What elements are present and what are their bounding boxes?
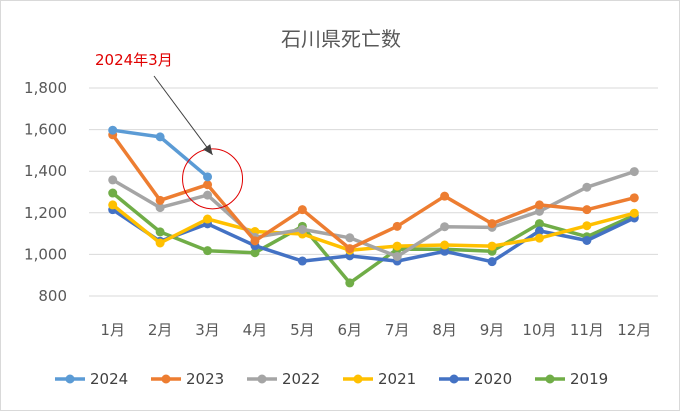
data-point [203,172,213,182]
data-point [582,205,592,215]
legend-label: 2020 [474,370,512,388]
data-point [297,224,307,234]
data-point [108,125,118,135]
data-point [629,193,639,203]
legend-item-2021: 2021 [343,370,416,388]
data-point [108,175,118,185]
legend-item-2022: 2022 [247,370,320,388]
series-line [110,191,637,285]
data-point [534,233,544,243]
legend-label: 2024 [90,370,128,388]
data-point [250,236,260,246]
data-point [440,246,450,256]
data-point [297,205,307,215]
x-axis: 1月 2月 3月 4月 5月 6月 7月 8月 9月 10月 11月 12月 [100,321,651,339]
x-tick-label: 7月 [385,321,410,339]
y-tick-label: 1,800 [24,79,67,97]
data-point [250,248,260,258]
data-point [440,191,450,201]
y-tick-label: 1,400 [24,162,67,180]
data-point [392,251,402,261]
x-tick-label: 3月 [195,321,220,339]
series-line [110,207,637,264]
x-tick-label: 4月 [243,321,268,339]
data-point [440,240,450,250]
data-point [487,257,497,267]
data-point [582,182,592,192]
data-point [487,241,497,251]
data-point [345,233,355,243]
data-point [440,222,450,232]
legend-item-2024: 2024 [55,370,128,388]
annotation: 2024年3月 [95,51,244,210]
legend-item-2019: 2019 [535,370,608,388]
legend-marker [545,374,555,384]
data-point [155,203,165,213]
series-line [110,133,637,251]
annotation-arrow-line [153,75,213,156]
data-point [629,208,639,218]
series-2024 [108,125,213,182]
legend-label: 2023 [186,370,224,388]
annotation-label: 2024年3月 [95,51,173,69]
y-tick-label: 1,600 [24,121,67,139]
annotation-circle [182,148,244,210]
data-point [203,190,213,200]
data-point [155,132,165,142]
data-point [203,246,213,256]
data-point [155,238,165,248]
y-tick-label: 800 [38,287,67,305]
x-tick-label: 2月 [148,321,173,339]
legend-label: 2021 [378,370,416,388]
series-2023 [108,130,639,254]
x-tick-label: 10月 [522,321,556,339]
data-point [582,221,592,231]
annotation-arrowhead [202,144,213,155]
legend-marker [161,374,171,384]
y-axis: 800 1,000 1,200 1,400 1,600 1,800 [24,79,67,305]
data-point [203,214,213,224]
data-point [392,241,402,251]
x-tick-label: 6月 [338,321,363,339]
series-lines [108,125,639,288]
data-point [534,226,544,236]
x-tick-label: 11月 [570,321,604,339]
data-point [392,221,402,231]
data-point [534,219,544,229]
data-point [155,227,165,237]
legend-label: 2022 [282,370,320,388]
data-point [534,200,544,210]
legend-label: 2019 [570,370,608,388]
legend-marker [353,374,363,384]
y-tick-label: 1,200 [24,204,67,222]
legend-marker [65,374,75,384]
x-tick-label: 5月 [290,321,315,339]
x-tick-label: 1月 [100,321,125,339]
legend-marker [449,374,459,384]
data-point [203,180,213,190]
x-tick-label: 9月 [480,321,505,339]
legend-item-2023: 2023 [151,370,224,388]
legend-marker [257,374,267,384]
x-tick-label: 12月 [617,321,651,339]
data-point [297,256,307,266]
y-tick-label: 1,000 [24,245,67,263]
series-2022 [108,167,639,261]
data-point [108,188,118,198]
data-point [582,235,592,245]
data-point [108,200,118,210]
data-point [629,167,639,177]
x-tick-label: 8月 [432,321,457,339]
legend: 2024 2023 2022 2021 2020 2019 [55,370,608,388]
chart-title: 石川県死亡数 [281,27,401,51]
data-point [534,206,544,216]
data-point [487,219,497,229]
legend-item-2020: 2020 [439,370,512,388]
data-point [345,244,355,254]
data-point [155,195,165,205]
data-point [345,278,355,288]
